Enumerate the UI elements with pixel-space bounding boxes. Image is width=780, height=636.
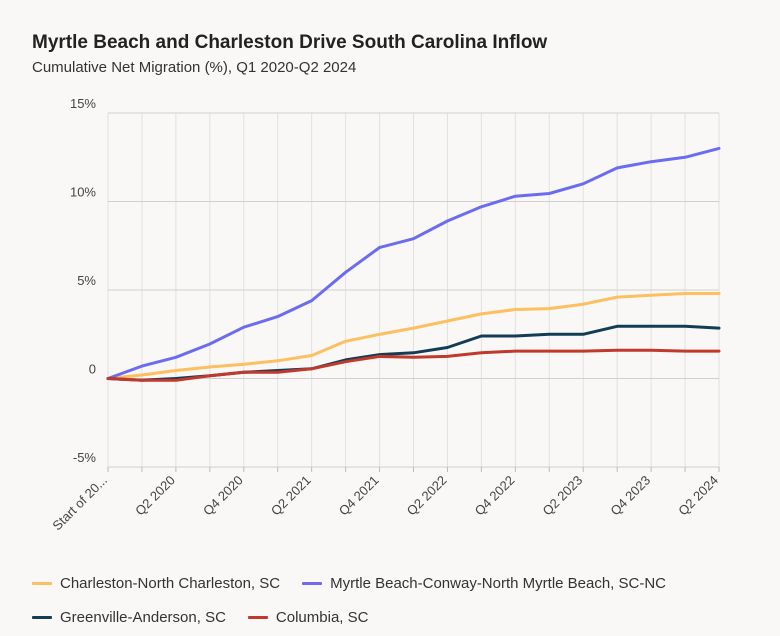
legend-swatch-columbia bbox=[247, 615, 268, 619]
legend-swatch-greenville bbox=[32, 615, 52, 619]
x-axis-labels: Start of 20... Q2 2020 Q4 2020 Q2 2021 Q4 20… bbox=[49, 473, 721, 534]
y-tick-label: -5% bbox=[73, 450, 97, 465]
legend-item-charleston[interactable]: Charleston-North Charleston, SC bbox=[32, 575, 280, 592]
legend-item-greenville[interactable]: Greenville-Anderson, SC bbox=[32, 609, 226, 626]
legend-swatch-myrtle-beach bbox=[302, 581, 323, 585]
series-lines bbox=[106, 146, 721, 382]
x-tick-label: Q2 2024 bbox=[675, 473, 721, 519]
legend-label-charleston: Charleston-North Charleston, SC bbox=[60, 574, 281, 592]
x-tick-label: Start of 20... bbox=[49, 473, 110, 534]
y-tick-label: 15% bbox=[70, 96, 96, 111]
legend-item-columbia[interactable]: Columbia, SC bbox=[247, 608, 369, 626]
legend: Charleston-North Charleston, SC Myrtle B… bbox=[32, 566, 762, 634]
legend-swatch-charleston bbox=[32, 581, 52, 585]
legend-label-greenville: Greenville-Anderson, SC bbox=[60, 608, 226, 626]
legend-row-1: Charleston-North Charleston, SC Myrtle B… bbox=[32, 566, 762, 600]
y-axis-labels: 15% 10% 5% 0 -5% bbox=[70, 96, 96, 465]
y-tick-label: 10% bbox=[70, 185, 96, 200]
series-line bbox=[106, 348, 721, 382]
series-line bbox=[106, 292, 721, 380]
chart-subtitle: Cumulative Net Migration (%), Q1 2020-Q2… bbox=[32, 59, 357, 76]
x-tick-label: Q2 2020 bbox=[132, 473, 178, 519]
legend-item-myrtle-beach[interactable]: Myrtle Beach-Conway-North Myrtle Beach, … bbox=[302, 575, 666, 592]
line-chart: 15% 10% 5% 0 -5% Start of 20... Q2 2020 Q4 202… bbox=[49, 96, 721, 534]
chart-title: Myrtle Beach and Charleston Drive South … bbox=[32, 32, 548, 53]
y-tick-label: 5% bbox=[77, 273, 96, 288]
legend-label-myrtle-beach: Myrtle Beach-Conway-North Myrtle Beach, … bbox=[330, 574, 667, 592]
x-tick-label: Q4 2022 bbox=[472, 473, 518, 519]
legend-row-2: Greenville-Anderson, SC Columbia, SC bbox=[32, 600, 762, 634]
x-tick-label: Q2 2022 bbox=[404, 473, 450, 519]
x-tick-label: Q4 2023 bbox=[607, 473, 653, 519]
x-tick-label: Q2 2023 bbox=[539, 473, 585, 519]
x-tick-label: Q4 2021 bbox=[336, 473, 382, 519]
y-tick-label: 0 bbox=[89, 362, 96, 377]
legend-label-columbia: Columbia, SC bbox=[275, 608, 369, 626]
x-tick-label: Q2 2021 bbox=[268, 473, 314, 519]
x-axis-ticks bbox=[107, 467, 720, 472]
series-line bbox=[106, 146, 721, 380]
x-tick-label: Q4 2020 bbox=[200, 473, 246, 519]
